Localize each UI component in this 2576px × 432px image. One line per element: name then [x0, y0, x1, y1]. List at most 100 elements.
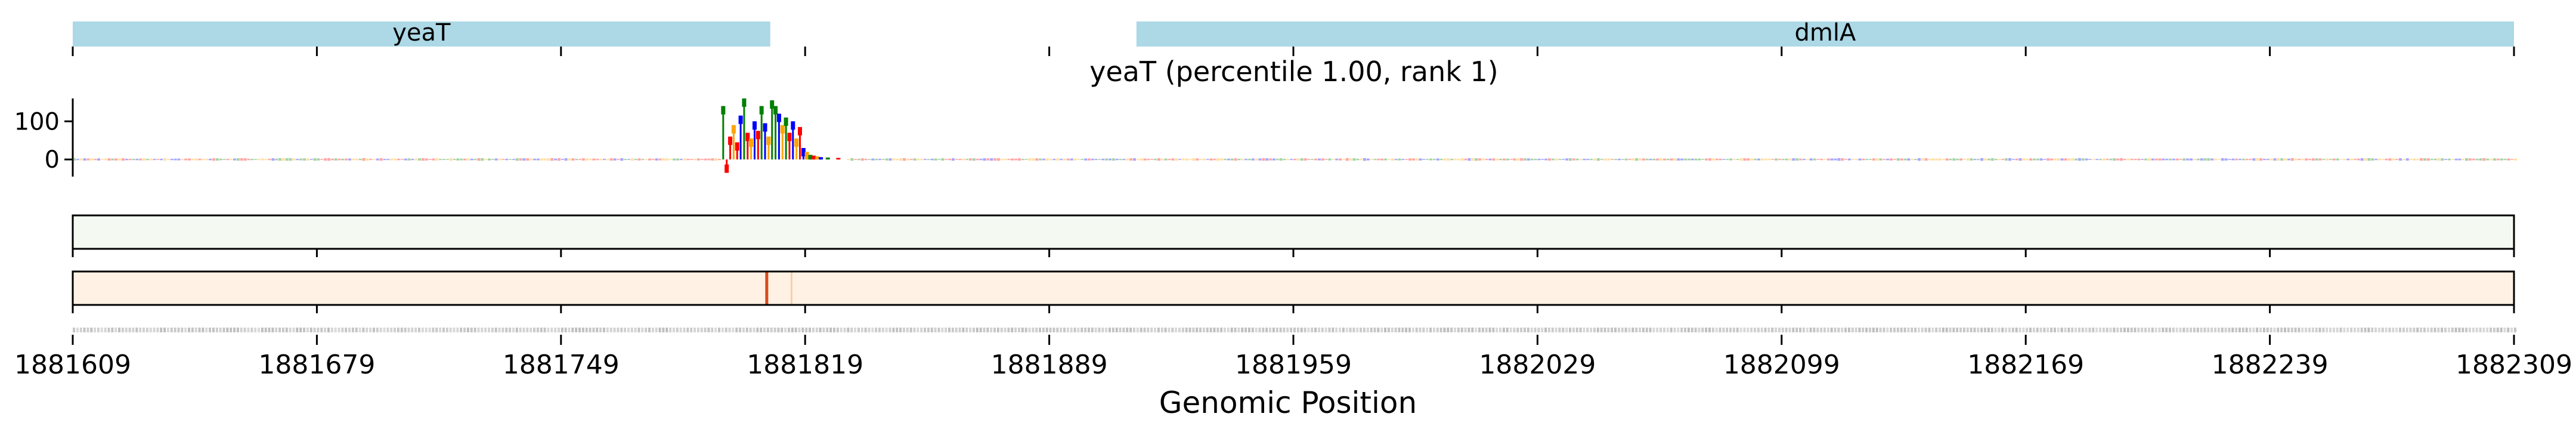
noise-mark — [2165, 159, 2169, 161]
noise-mark — [2088, 159, 2092, 161]
noise-mark — [114, 158, 118, 161]
sequence-base — [90, 328, 93, 332]
noise-mark — [94, 159, 97, 161]
noise-mark — [376, 158, 379, 161]
sequence-base — [1987, 328, 1990, 332]
noise-mark — [2085, 158, 2088, 161]
sequence-base — [568, 328, 571, 332]
sequence-base — [1788, 328, 1791, 332]
noise-mark — [2496, 158, 2500, 161]
noise-mark — [2468, 158, 2472, 161]
noise-mark — [1945, 158, 1949, 161]
noise-mark — [1419, 158, 1422, 161]
sequence-base — [801, 328, 804, 332]
noise-mark — [2075, 158, 2078, 161]
sequence-base — [2036, 328, 2039, 332]
sequence-base — [2311, 328, 2314, 332]
sequence-base — [1457, 328, 1460, 332]
x-tick-label: 1881609 — [14, 350, 131, 380]
sequence-base — [271, 328, 274, 332]
noise-mark — [1272, 158, 1275, 161]
sequence-base — [2493, 328, 2496, 332]
noise-mark — [153, 159, 156, 161]
attribution-cap — [798, 126, 803, 135]
sequence-base — [2162, 328, 2165, 332]
sequence-base — [2172, 328, 2175, 332]
noise-mark — [1795, 158, 1799, 161]
noise-mark — [481, 158, 484, 161]
sequence-base — [1241, 328, 1244, 332]
sequence-base — [1115, 328, 1118, 332]
noise-mark — [1426, 159, 1429, 161]
sequence-base — [299, 328, 302, 332]
sequence-base — [627, 328, 630, 332]
sequence-base — [132, 328, 135, 332]
noise-mark — [494, 158, 498, 161]
noise-mark — [160, 158, 163, 161]
x-tick-label: 1882169 — [1967, 350, 2084, 380]
noise-mark — [1607, 158, 1611, 161]
noise-mark — [296, 159, 299, 161]
sequence-base — [1516, 328, 1519, 332]
noise-mark — [875, 159, 878, 161]
sequence-base — [655, 328, 658, 332]
noise-mark — [1701, 159, 1705, 161]
noise-mark — [1952, 158, 1956, 161]
noise-mark — [1045, 158, 1049, 161]
sequence-base — [2371, 328, 2374, 332]
noise-mark — [1422, 159, 1426, 160]
sequence-base — [1066, 328, 1069, 332]
sequence-base — [1524, 328, 1527, 332]
noise-mark — [1921, 158, 1924, 161]
sequence-base — [2165, 328, 2168, 332]
noise-mark — [1293, 159, 1296, 161]
noise-mark — [2465, 158, 2469, 161]
sequence-base — [330, 328, 333, 332]
sequence-base — [1830, 328, 1833, 332]
sequence-base — [2256, 328, 2259, 332]
sequence-base — [121, 328, 124, 332]
sequence-base — [257, 328, 260, 332]
sequence-base — [2109, 328, 2112, 332]
noise-mark — [2106, 159, 2109, 161]
sequence-base — [407, 328, 410, 332]
noise-mark — [1349, 158, 1352, 161]
sequence-base — [247, 328, 250, 332]
sequence-base — [1335, 328, 1338, 332]
noise-mark — [1917, 158, 1921, 161]
noise-mark — [425, 158, 428, 161]
noise-mark — [1862, 158, 1865, 161]
sequence-base — [1251, 328, 1254, 332]
noise-mark — [1454, 158, 1457, 161]
noise-mark — [2050, 158, 2054, 161]
sequence-base — [1488, 328, 1491, 332]
noise-mark — [1998, 159, 2001, 161]
sequence-base — [376, 328, 379, 332]
noise-mark — [1931, 158, 1935, 161]
sequence-base — [526, 328, 529, 332]
attribution-cap — [752, 121, 757, 130]
noise-mark — [1328, 158, 1332, 161]
noise-mark — [1973, 159, 1977, 161]
sequence-base — [822, 328, 825, 332]
sequence-base — [1771, 328, 1774, 332]
sequence-base — [1513, 328, 1516, 332]
sequence-base — [1119, 328, 1122, 332]
sequence-base — [1220, 328, 1223, 332]
sequence-base — [2409, 328, 2412, 332]
noise-mark — [76, 159, 79, 161]
sequence-base — [2144, 328, 2147, 332]
sequence-base — [1858, 328, 1861, 332]
noise-mark — [2259, 158, 2263, 161]
noise-mark — [1617, 159, 1621, 161]
noise-mark — [1129, 158, 1133, 161]
noise-mark — [1160, 158, 1164, 161]
sequence-base — [920, 328, 923, 332]
sequence-base — [826, 328, 829, 332]
noise-mark — [2371, 158, 2374, 161]
noise-mark — [2357, 158, 2360, 161]
sequence-base — [1352, 328, 1355, 332]
sequence-base — [2099, 328, 2102, 332]
sequence-base — [1471, 328, 1474, 332]
sequence-base — [934, 328, 937, 332]
